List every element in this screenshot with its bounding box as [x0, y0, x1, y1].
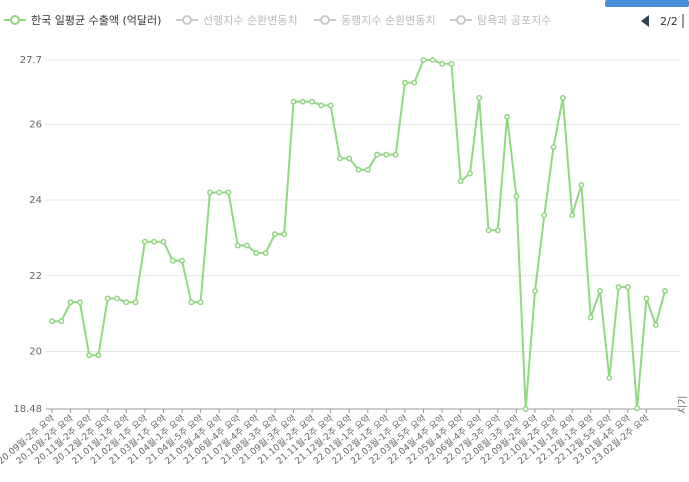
y-tick-label: 18.48 [13, 404, 42, 415]
legend-icon-circle [10, 15, 20, 25]
data-point [597, 287, 603, 294]
data-point [643, 295, 650, 302]
data-point [401, 79, 408, 86]
data-point [253, 250, 260, 256]
data-point [206, 189, 213, 196]
data-point [151, 238, 158, 245]
data-point [411, 79, 418, 86]
data-point [318, 102, 325, 109]
data-point [606, 375, 613, 381]
data-point [559, 94, 566, 101]
data-point [439, 60, 446, 67]
data-point [504, 113, 511, 120]
legend-label: 탐욕과 공포지수 [477, 14, 551, 27]
data-point [141, 238, 148, 245]
legend-page: 2/2 [660, 15, 678, 28]
data-point [522, 406, 529, 412]
data-point [587, 314, 594, 321]
data-point [346, 155, 353, 162]
data-point [95, 352, 102, 359]
legend-prev[interactable] [641, 15, 649, 27]
data-point [49, 318, 55, 325]
legend-icon-circle [320, 15, 330, 25]
data-point [169, 257, 176, 264]
data-point [188, 299, 195, 306]
data-point [578, 181, 585, 188]
legend-item[interactable]: 동행지수 순환변동치 [314, 14, 436, 27]
data-point [374, 151, 381, 158]
data-point [532, 287, 538, 294]
data-point [281, 231, 288, 238]
data-point [197, 299, 204, 306]
data-point [392, 151, 399, 158]
data-point [476, 94, 483, 101]
series-line [52, 59, 666, 410]
data-point [123, 299, 130, 306]
data-point [244, 242, 250, 249]
data-point [448, 60, 455, 67]
y-tick-label: 26 [29, 119, 42, 130]
data-point [634, 405, 641, 412]
data-point [652, 322, 659, 328]
data-point [429, 57, 436, 63]
data-point [420, 57, 427, 63]
legend-label: 한국 일평균 수출액 (억달러) [31, 13, 161, 27]
data-point [58, 318, 65, 325]
data-point [67, 299, 74, 306]
data-point [383, 151, 390, 158]
y-tick-label: 24 [29, 195, 42, 206]
data-point [513, 193, 520, 200]
legend-item[interactable]: 한국 일평균 수출액 (억달러) [4, 13, 161, 27]
data-point [271, 231, 278, 238]
data-point [309, 98, 316, 105]
legend-label: 동행지수 순환변동치 [341, 14, 436, 27]
data-point [355, 166, 362, 173]
data-point [485, 227, 492, 234]
data-point [336, 155, 343, 162]
legend: 한국 일평균 수출액 (억달러) 선행지수 순환변동치 동행지수 순환변동치 탐욕과 … [4, 13, 551, 27]
data-point [299, 98, 306, 105]
data-point [86, 352, 93, 359]
data-point [662, 287, 668, 294]
data-point [179, 257, 185, 264]
data-point [132, 299, 139, 306]
data-point [541, 212, 548, 219]
legend-item[interactable]: 선행지수 순환변동치 [176, 14, 298, 27]
top-button[interactable] [605, 0, 689, 7]
y-tick-label: 27.7 [20, 55, 42, 66]
data-point [160, 238, 167, 245]
data-point [262, 250, 269, 256]
data-point [624, 284, 631, 291]
data-point [114, 295, 120, 302]
y-tick-label: 22 [29, 271, 42, 282]
data-point [216, 189, 223, 196]
legend-label: 선행지수 순환변동치 [203, 14, 298, 27]
data-point [615, 284, 622, 291]
data-point [467, 170, 473, 177]
data-point [550, 144, 557, 151]
data-point [494, 227, 501, 234]
data-point [290, 98, 297, 105]
y-tick-label: 20 [29, 346, 42, 357]
data-point [569, 212, 576, 219]
data-point [225, 189, 232, 196]
x-axis-label: 시기 [677, 396, 689, 414]
legend-item[interactable]: 탐욕과 공포지수 [450, 14, 551, 27]
data-point [104, 295, 111, 302]
data-point [234, 242, 241, 249]
legend-icon-circle [182, 15, 192, 25]
legend-icon-circle [456, 15, 466, 25]
data-point [76, 299, 83, 306]
data-point [457, 178, 464, 185]
data-point [364, 166, 371, 173]
data-point [327, 102, 334, 109]
